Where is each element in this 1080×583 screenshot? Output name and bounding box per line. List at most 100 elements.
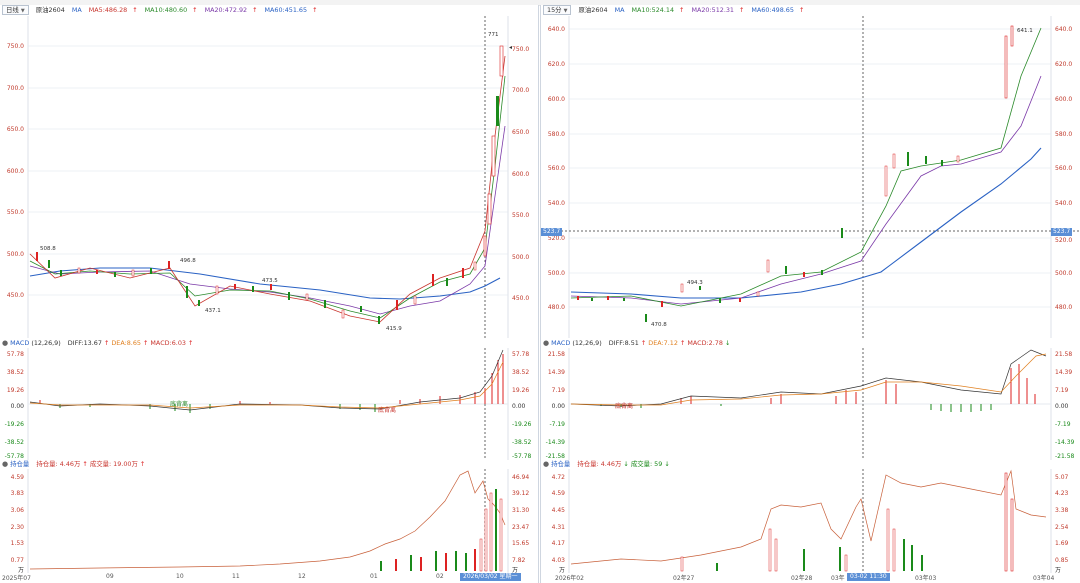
gear-icon[interactable]: ● [543,460,550,468]
crosshair-price-right: 523.7 [1051,228,1073,236]
ma-label: MA [614,6,627,14]
date-tick: 2025年07 [2,575,31,582]
price-tick: 600.0 [548,96,565,103]
vol-tick-right: 0.85 [1055,557,1069,564]
up-arrow-icon: ↑ [188,339,194,347]
macd-tick: -14.39 [546,439,566,446]
candles-left [36,45,504,324]
macd-tick: 0.00 [552,403,566,410]
oi-value: 持仓量: 4.46万 [36,460,81,468]
annot-b: 496.8 [180,258,196,264]
up-arrow-icon: ↑ [798,6,805,14]
down-arrow-icon: ↓ [724,339,731,347]
macd-params: (12,26,9) [572,339,602,347]
macd-tick: 19.26 [7,387,24,394]
gear-icon[interactable]: ● [543,339,550,347]
vol-tick-right: 3.38 [1055,507,1069,514]
gear-icon[interactable]: ● [2,339,9,347]
divergence-label: 底背离 [170,400,188,408]
vol-unit-right: 万 [1055,567,1061,573]
price-tick-right: 580.0 [1055,131,1072,138]
up-arrow-icon: ↑ [640,339,647,347]
crosshair-date: 2026/03/02 星期一 [460,573,521,581]
up-arrow-icon: ↑ [139,460,146,468]
date-tick: 03年04 [1033,575,1055,582]
price-tick: 620.0 [548,61,565,68]
price-chart[interactable]: 750.0 700.0 650.0 600.0 550.0 500.0 450.… [0,16,538,338]
oi-unit: 万 [18,567,24,573]
period-select[interactable]: 15分 ▼ [543,5,572,15]
daily-chart-pane[interactable]: 日线 ▼ 原油2604 MA MA5:486.28 ↑ MA10:480.60 ↑ … [0,5,539,583]
date-tick: 02 [436,573,444,580]
date-axis: 2025年07 09 10 11 12 01 02 2026/03/02 星期一 [0,573,538,582]
intraday-chart-pane[interactable]: 15分 ▼ 原油2604 MA MA10:524.14 ↑ MA20:512.31… [540,5,1080,583]
macd-tick: 14.39 [548,369,565,376]
oi-unit: 万 [559,567,565,573]
price-tick-right: 450.0 [512,295,529,302]
volume-header: ● 持仓量 持仓量: 4.46万 ↓ 成交量: 59 ↓ [543,459,670,469]
volume-chart[interactable]: 4.59 3.83 3.06 2.30 1.53 0.77 万 46.94 39… [0,469,538,573]
date-tick: 02年28 [791,575,813,582]
vol-tick-right: 2.54 [1055,524,1069,531]
macd-dea: DEA:7.12 [648,339,678,347]
oi-tick: 4.17 [552,540,566,547]
oi-tick: 4.03 [552,557,566,564]
macd-header: ● MACD (12,26,9) DIFF:13.67 ↑ DEA:8.65 ↑… [2,338,193,348]
price-header: 15分 ▼ 原油2604 MA MA10:524.14 ↑ MA20:512.31… [541,5,809,16]
price-tick-right: 500.0 [1055,270,1072,277]
macd-tick-right: -57.78 [512,453,532,460]
macd-tick: -38.52 [5,439,25,446]
volume-bars [680,472,1014,572]
macd-tick-right: 57.78 [512,351,529,358]
oi-tick: 4.72 [552,474,566,481]
oi-tick: 4.31 [552,524,566,531]
price-tick: 450.0 [7,292,24,299]
macd-tick: 38.52 [7,369,24,376]
price-header: 日线 ▼ 原油2604 MA MA5:486.28 ↑ MA10:480.60 ↑ … [0,5,322,16]
macd-tick: 57.78 [7,351,24,358]
price-tick-right: 650.0 [512,129,529,136]
oi-tick: 1.53 [11,540,25,547]
macd-tick: -21.58 [546,453,566,460]
oi-name: 持仓量 [551,460,571,468]
macd-chart[interactable]: 57.78 38.52 19.26 0.00 -19.26 -38.52 -57… [0,348,538,460]
price-tick-right: 750.0 [512,46,529,53]
oi-value: 持仓量: 4.46万 [577,460,622,468]
up-arrow-icon: ↑ [192,6,198,14]
candles-right [577,25,1014,322]
macd-tick: -19.26 [5,421,25,428]
vol-tick-right: 7.82 [512,557,526,564]
gear-icon[interactable]: ● [2,460,9,468]
period-select[interactable]: 日线 ▼ [2,5,29,15]
price-tick: 500.0 [548,270,565,277]
macd-tick-right: -21.58 [1055,453,1075,460]
macd-chart[interactable]: 21.58 14.39 7.19 0.00 -7.19 -14.39 -21.5… [541,348,1080,460]
macd-params: (12,26,9) [31,339,61,347]
volume-chart[interactable]: 4.72 4.59 4.45 4.31 4.17 4.03 万 5.07 4.2… [541,469,1080,573]
symbol-label: 原油2604 [35,6,65,14]
price-tick: 700.0 [7,85,24,92]
up-arrow-icon: ↑ [312,6,318,14]
price-chart[interactable]: 640.0 620.0 600.0 580.0 560.0 540.0 520.… [541,16,1080,338]
price-tick: 750.0 [7,43,24,50]
vol-unit-right: 万 [512,567,518,573]
annot-high: 641.1 [1017,28,1033,34]
vol-tick-right: 46.94 [512,474,529,481]
price-tick: 560.0 [548,165,565,172]
macd-tick-right: -14.39 [1055,439,1075,446]
annot-a: 494.3 [687,280,703,286]
date-tick: 09 [106,573,114,580]
vol-tick-right: 39.12 [512,490,529,497]
macd-tick-right: 14.39 [1055,369,1072,376]
price-tick-right: 520.0 [1055,237,1072,244]
price-tick: 520.0 [548,235,565,242]
oi-tick: 3.83 [11,490,25,497]
ma20-value: MA20:512.31 [691,6,734,14]
macd-diff: DIFF:8.51 [608,339,639,347]
ma60-value: MA60:451.65 [264,6,308,14]
up-arrow-icon: ↑ [679,339,686,347]
up-arrow-icon: ↑ [739,6,745,14]
ma-label: MA [71,6,84,14]
price-tick: 580.0 [548,131,565,138]
down-arrow-icon: ↓ [623,460,629,468]
